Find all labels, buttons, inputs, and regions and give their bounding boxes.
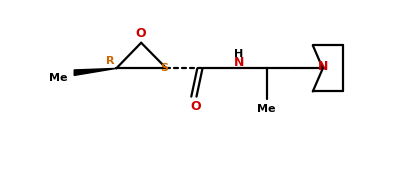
Text: H: H xyxy=(234,49,243,59)
Text: N: N xyxy=(318,60,328,73)
Text: O: O xyxy=(190,100,201,113)
Text: O: O xyxy=(136,27,146,40)
Text: N: N xyxy=(233,56,244,69)
Text: Me: Me xyxy=(257,104,276,114)
Polygon shape xyxy=(74,68,116,75)
Text: R: R xyxy=(106,56,115,66)
Text: Me: Me xyxy=(49,73,67,83)
Text: S: S xyxy=(160,63,168,73)
